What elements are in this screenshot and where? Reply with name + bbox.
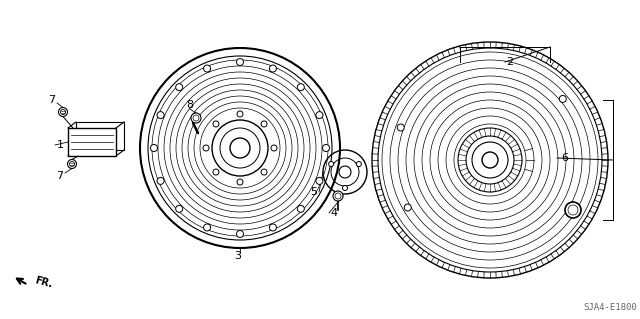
- Circle shape: [323, 145, 330, 152]
- Text: 8: 8: [186, 100, 193, 110]
- Circle shape: [569, 204, 576, 211]
- Circle shape: [237, 231, 243, 238]
- Circle shape: [157, 112, 164, 119]
- Circle shape: [397, 124, 404, 131]
- Circle shape: [237, 179, 243, 185]
- Circle shape: [342, 186, 348, 190]
- Circle shape: [404, 204, 412, 211]
- Circle shape: [213, 121, 219, 127]
- Circle shape: [191, 113, 201, 123]
- Circle shape: [58, 108, 67, 116]
- Text: 3: 3: [234, 251, 241, 261]
- FancyBboxPatch shape: [68, 128, 116, 156]
- Text: 5: 5: [310, 187, 317, 197]
- Circle shape: [237, 58, 243, 65]
- Circle shape: [269, 224, 276, 231]
- Circle shape: [67, 160, 77, 168]
- Circle shape: [298, 205, 304, 212]
- Text: 4: 4: [330, 208, 337, 218]
- Text: FR.: FR.: [34, 275, 54, 289]
- Circle shape: [261, 169, 267, 175]
- Polygon shape: [76, 122, 124, 150]
- Circle shape: [559, 95, 566, 102]
- Circle shape: [316, 112, 323, 119]
- Circle shape: [204, 65, 211, 72]
- Circle shape: [356, 161, 362, 167]
- Text: SJA4-E1800: SJA4-E1800: [583, 303, 637, 313]
- Circle shape: [203, 145, 209, 151]
- Circle shape: [204, 224, 211, 231]
- Circle shape: [157, 177, 164, 184]
- Circle shape: [339, 166, 351, 178]
- Circle shape: [237, 111, 243, 117]
- Circle shape: [298, 84, 304, 91]
- Text: 1: 1: [56, 140, 63, 150]
- Circle shape: [333, 191, 343, 201]
- Circle shape: [176, 84, 182, 91]
- Circle shape: [213, 169, 219, 175]
- Circle shape: [271, 145, 277, 151]
- Circle shape: [176, 205, 182, 212]
- Text: 2: 2: [506, 57, 513, 67]
- Circle shape: [329, 161, 333, 167]
- Circle shape: [261, 121, 267, 127]
- Text: 6: 6: [561, 153, 568, 163]
- Circle shape: [269, 65, 276, 72]
- Circle shape: [316, 177, 323, 184]
- Circle shape: [482, 152, 498, 168]
- Circle shape: [150, 145, 157, 152]
- Circle shape: [565, 202, 581, 218]
- Text: 7: 7: [56, 171, 63, 181]
- Text: 7: 7: [49, 95, 56, 105]
